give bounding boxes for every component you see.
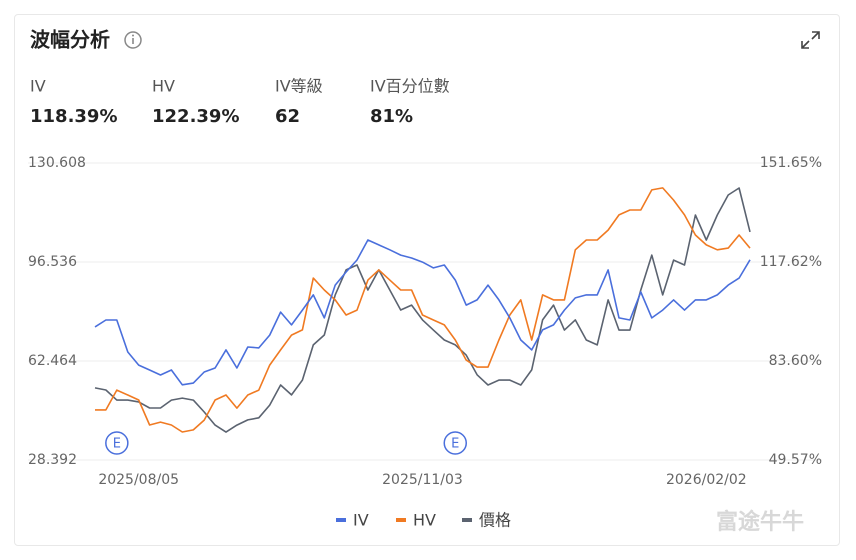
y-tick-label: 96.536 (28, 254, 77, 270)
legend-label: IV (353, 511, 369, 530)
stat-value: 62 (275, 106, 300, 127)
legend-label: 價格 (479, 511, 511, 530)
stat-value: 122.39% (152, 106, 240, 127)
stat-value: 81% (370, 106, 413, 127)
card (14, 14, 840, 546)
earnings-marker (105, 431, 129, 455)
y2-tick-label: 117.62% (760, 254, 822, 270)
info-icon[interactable] (124, 31, 142, 49)
stat-label: IV百分位數 (370, 77, 450, 96)
legend-swatch (336, 518, 346, 522)
stat-label: HV (152, 77, 175, 96)
stat-label: IV等級 (275, 77, 323, 96)
earnings-label: E (113, 437, 121, 452)
y-tick-label: 62.464 (28, 353, 77, 369)
legend-swatch (462, 518, 472, 522)
earnings-marker (443, 431, 467, 455)
title: 波幅分析 (30, 28, 110, 52)
legend-swatch (396, 518, 406, 522)
legend-label: HV (413, 511, 436, 530)
watermark: 富途牛牛 (716, 509, 804, 535)
y-tick-label: 130.608 (28, 155, 86, 171)
y2-tick-label: 151.65% (760, 155, 822, 171)
x-tick-label: 2025/08/05 (98, 472, 179, 488)
y2-tick-label: 83.60% (769, 353, 822, 369)
stat-label: IV (30, 77, 46, 96)
expand-icon[interactable] (801, 31, 820, 49)
series-line (95, 187, 751, 433)
stat-value: 118.39% (30, 106, 118, 127)
x-tick-label: 2026/02/02 (666, 472, 747, 488)
earnings-label: E (451, 437, 459, 452)
series-line (94, 187, 751, 433)
series-line (94, 239, 751, 386)
y-tick-label: 28.392 (28, 452, 77, 468)
x-tick-label: 2025/11/03 (382, 472, 463, 488)
y2-tick-label: 49.57% (769, 452, 822, 468)
